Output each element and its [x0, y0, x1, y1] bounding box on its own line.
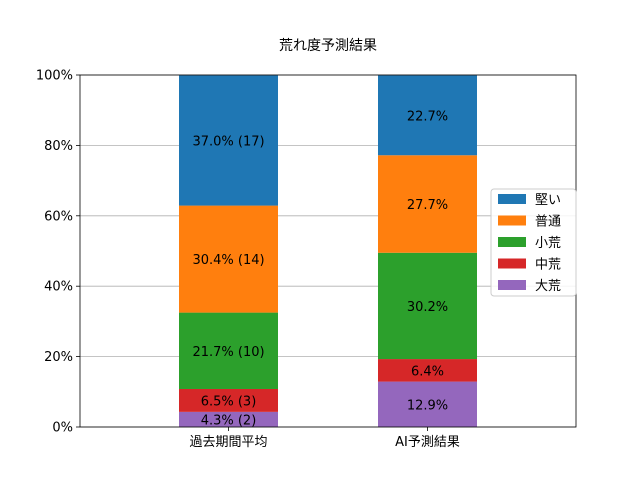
y-tick-label: 20%	[44, 350, 73, 365]
y-tick-label: 0%	[52, 421, 73, 436]
data-label: 6.5% (3)	[201, 394, 257, 409]
chart-title: 荒れ度予測結果	[279, 38, 377, 54]
bar-segment	[179, 411, 278, 427]
legend-swatch	[498, 194, 526, 204]
y-tick-label: 80%	[44, 139, 73, 154]
bar-segment	[378, 75, 477, 156]
legend-swatch	[498, 215, 526, 226]
legend-swatch	[498, 258, 526, 269]
bar-segment	[378, 381, 477, 427]
data-label: 6.4%	[411, 364, 444, 379]
y-tick-label: 100%	[36, 69, 73, 84]
bar-segment	[179, 312, 278, 389]
bar-segment	[378, 252, 477, 360]
legend-label: 小荒	[535, 236, 561, 251]
x-tick-label: AI予測結果	[395, 435, 460, 450]
data-label: 21.7% (10)	[192, 345, 264, 360]
data-label: 22.7%	[407, 109, 448, 124]
legend-label: 普通	[535, 215, 561, 230]
data-label: 12.9%	[407, 398, 448, 413]
bar-segment	[179, 75, 278, 206]
data-label: 30.2%	[407, 300, 448, 315]
data-label: 37.0% (17)	[192, 134, 264, 149]
legend-swatch	[498, 280, 526, 290]
data-label: 4.3% (2)	[201, 413, 257, 428]
legend-label: 中荒	[535, 258, 561, 273]
bar-segment	[378, 359, 477, 382]
legend-swatch	[498, 237, 526, 247]
legend-label: 大荒	[535, 279, 561, 294]
data-label: 27.7%	[407, 198, 448, 213]
y-tick-label: 40%	[44, 280, 73, 295]
x-tick-label: 過去期間平均	[189, 435, 267, 450]
bar-segment	[378, 155, 477, 253]
legend-label: 堅い	[535, 193, 561, 208]
bar-segment	[179, 205, 278, 313]
y-tick-label: 60%	[44, 209, 73, 224]
data-label: 30.4% (14)	[192, 253, 264, 268]
bar-segment	[179, 388, 278, 412]
